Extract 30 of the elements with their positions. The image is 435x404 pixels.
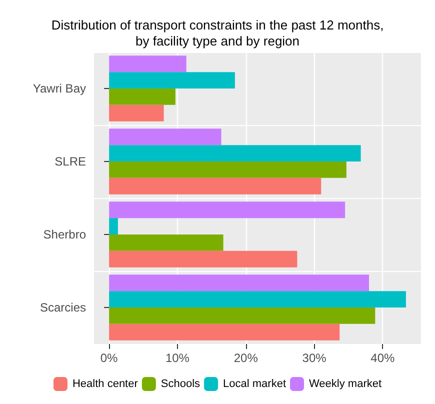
y-tick-label: Yawri Bay <box>32 82 86 96</box>
bar <box>109 308 376 324</box>
bar <box>109 128 222 146</box>
legend-label: Health center <box>72 378 138 390</box>
x-tick-label: 20% <box>234 351 258 365</box>
y-tick-label: Sherbro <box>43 228 86 242</box>
x-tick-label: 0% <box>100 351 118 365</box>
bar <box>109 250 298 268</box>
x-tick-label: 10% <box>165 351 190 365</box>
bar <box>109 218 118 234</box>
bar <box>109 202 346 218</box>
bar <box>109 104 164 122</box>
y-tick-label: Scarcies <box>40 300 86 314</box>
bar <box>109 72 235 88</box>
y-tick-label: SLRE <box>54 154 86 168</box>
legend-label: Schools <box>160 378 201 390</box>
x-tick-label: 30% <box>302 351 327 365</box>
x-tick-label: 40% <box>370 351 396 365</box>
legend-label: Local market <box>223 378 286 390</box>
bar <box>109 234 224 251</box>
bar <box>109 88 176 105</box>
bar <box>109 291 406 308</box>
bar <box>109 274 370 292</box>
bar <box>109 324 340 340</box>
bar <box>109 178 322 194</box>
bar <box>109 162 346 178</box>
legend-label: Weekly market <box>308 378 382 390</box>
bar <box>109 56 186 72</box>
chart-title: Distribution of transport constraints in the past 12 months, by facility type and by region <box>51 18 384 48</box>
bar <box>109 145 361 162</box>
